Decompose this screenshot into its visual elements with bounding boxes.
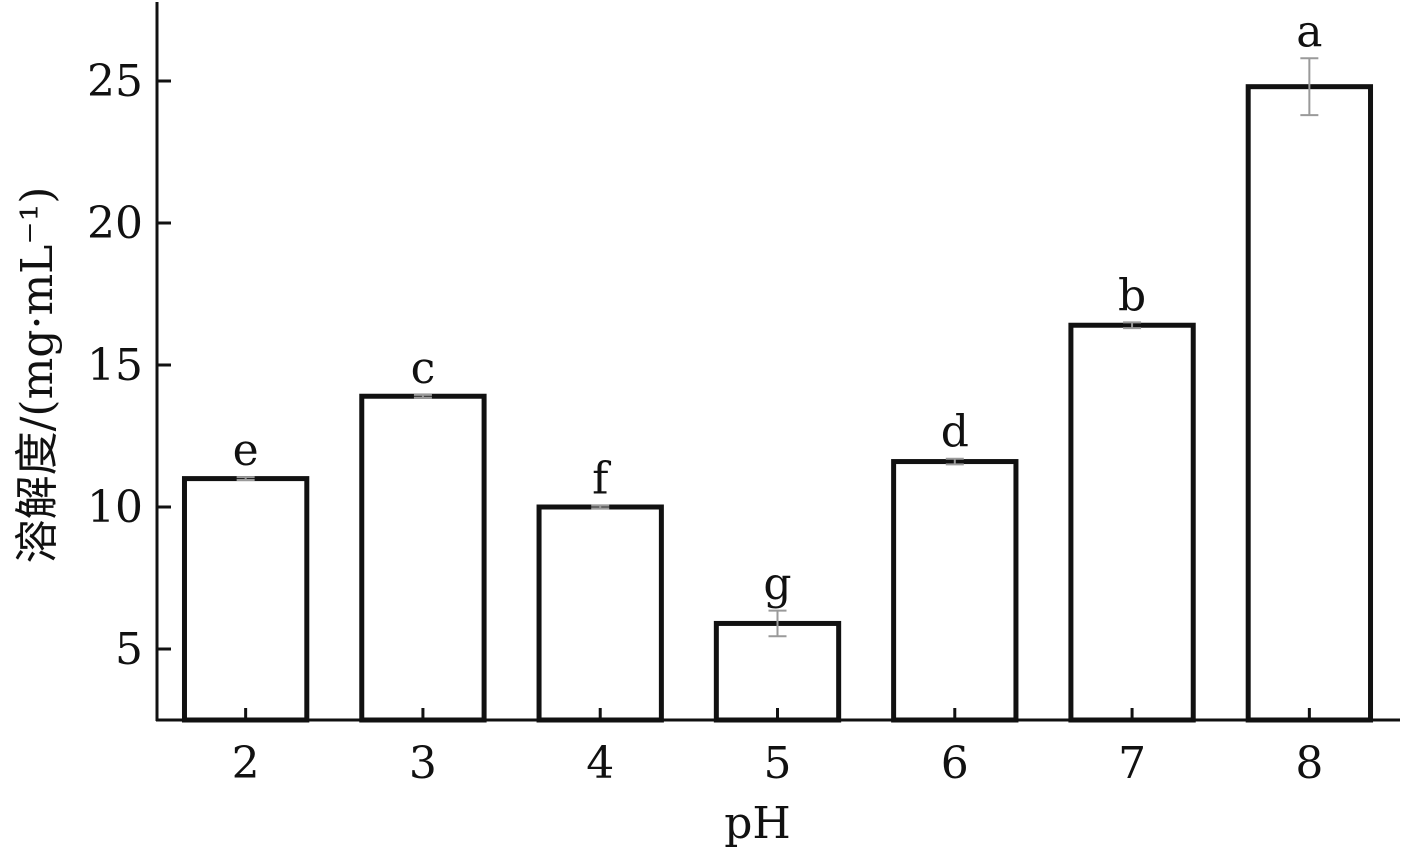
bar	[891, 459, 1019, 723]
bar	[1068, 322, 1196, 723]
x-tick-label: 8	[1295, 738, 1323, 789]
y-tick-label: 15	[87, 340, 143, 391]
significance-label: c	[411, 343, 436, 394]
bar	[536, 504, 664, 723]
significance-label: d	[941, 407, 969, 458]
x-tick-label: 4	[586, 738, 614, 789]
bar-group: f	[536, 454, 664, 723]
significance-label: a	[1296, 6, 1322, 57]
y-tick-label: 20	[87, 198, 143, 249]
bar-group: c	[359, 343, 487, 723]
bar-group: e	[181, 425, 310, 723]
y-axis-ticks: 5 10 15 20 25	[87, 56, 171, 675]
significance-label: f	[592, 454, 611, 505]
bar-group: g	[713, 559, 842, 723]
bar-group: a	[1245, 6, 1374, 723]
bar	[359, 393, 487, 723]
bar-group: b	[1068, 270, 1196, 723]
significance-label: g	[763, 559, 791, 610]
y-tick-label: 25	[87, 56, 143, 107]
bar	[1245, 84, 1374, 723]
bar	[181, 476, 310, 723]
y-axis-title: 溶解度/(mg·mL⁻¹)	[12, 187, 63, 564]
significance-label: e	[233, 425, 259, 476]
x-axis-ticks: 2 3 4 5 6 7 8	[232, 708, 1323, 789]
x-tick-label: 2	[232, 738, 260, 789]
x-axis-title: pH	[724, 798, 791, 848]
y-tick-label: 10	[87, 482, 143, 533]
significance-label: b	[1118, 270, 1146, 321]
x-tick-label: 7	[1118, 738, 1146, 789]
y-tick-label: 5	[115, 624, 143, 675]
x-tick-label: 6	[941, 738, 969, 789]
bar	[713, 620, 842, 723]
bar-group: d	[891, 407, 1019, 723]
plot-area: e c f g d b a	[181, 6, 1374, 723]
x-tick-label: 5	[764, 738, 792, 789]
x-tick-label: 3	[409, 738, 437, 789]
